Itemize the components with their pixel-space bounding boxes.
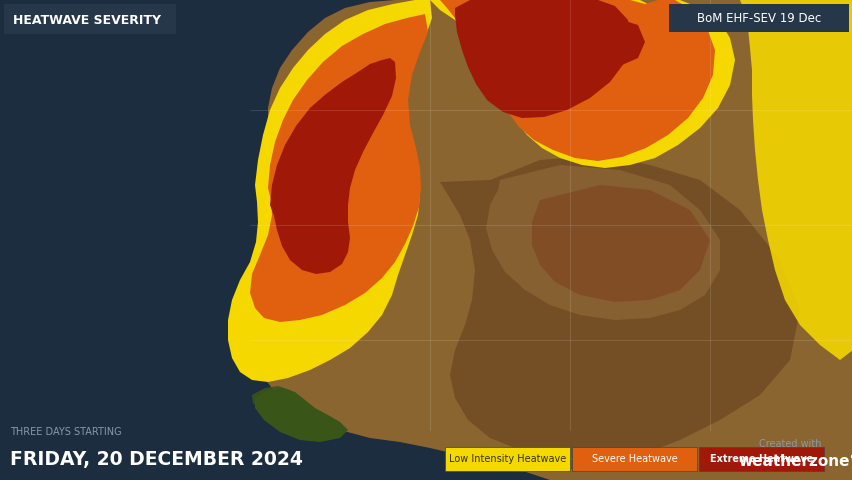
- Polygon shape: [270, 58, 395, 274]
- Text: Extreme Heatwave: Extreme Heatwave: [709, 454, 812, 464]
- Text: Created with: Created with: [758, 439, 820, 449]
- Text: Severe Heatwave: Severe Heatwave: [591, 454, 676, 464]
- Polygon shape: [499, 448, 649, 470]
- Polygon shape: [489, 0, 556, 62]
- Polygon shape: [227, 0, 431, 382]
- Polygon shape: [532, 185, 709, 302]
- Polygon shape: [440, 0, 714, 161]
- Polygon shape: [440, 155, 799, 460]
- Polygon shape: [251, 0, 852, 480]
- Polygon shape: [251, 386, 309, 422]
- Polygon shape: [590, 20, 644, 65]
- Polygon shape: [255, 388, 348, 442]
- FancyBboxPatch shape: [668, 4, 848, 32]
- Text: FRIDAY, 20 DECEMBER 2024: FRIDAY, 20 DECEMBER 2024: [10, 451, 302, 469]
- Text: weatherzone°: weatherzone°: [738, 455, 852, 469]
- Bar: [445, 447, 569, 471]
- Polygon shape: [454, 0, 631, 118]
- Bar: [698, 447, 823, 471]
- Text: Low Intensity Heatwave: Low Intensity Heatwave: [448, 454, 566, 464]
- Polygon shape: [679, 0, 852, 360]
- Text: BoM EHF-SEV 19 Dec: BoM EHF-SEV 19 Dec: [696, 12, 820, 25]
- FancyBboxPatch shape: [4, 4, 176, 34]
- Polygon shape: [486, 165, 719, 320]
- Polygon shape: [250, 14, 428, 322]
- Text: THREE DAYS STARTING: THREE DAYS STARTING: [10, 427, 122, 437]
- Text: HEATWAVE SEVERITY: HEATWAVE SEVERITY: [13, 13, 161, 26]
- Bar: [572, 447, 696, 471]
- Polygon shape: [429, 0, 734, 168]
